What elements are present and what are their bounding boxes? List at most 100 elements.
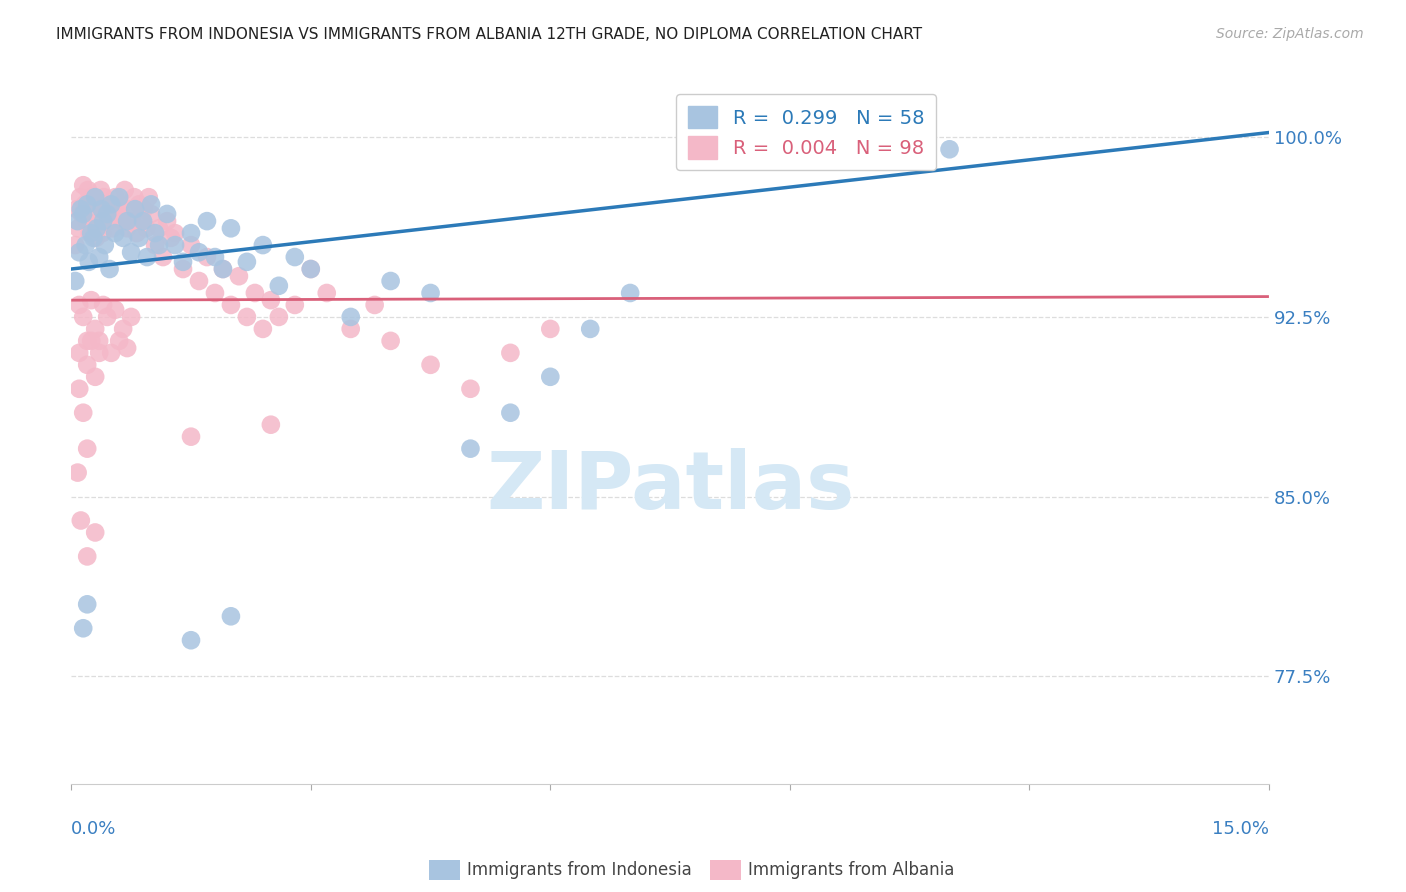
Point (143, 238, 166, 252)
Point (172, 255, 194, 269)
Point (125, 226, 148, 240)
Point (460, 382, 482, 396)
Point (267, 278, 290, 293)
Point (236, 310, 259, 324)
Point (100, 197, 122, 211)
Point (112, 322, 135, 336)
Point (84, 231, 107, 245)
Point (252, 322, 274, 336)
Point (339, 310, 361, 324)
Point (938, 142, 960, 156)
Point (67, 298, 90, 312)
Point (104, 302, 127, 317)
Point (69, 190, 91, 204)
Point (76, 549, 98, 564)
Point (163, 226, 186, 240)
Point (380, 274, 402, 288)
Point (70, 207, 93, 221)
Point (284, 250, 307, 264)
Point (111, 214, 134, 228)
Point (82, 221, 104, 235)
Point (96, 310, 118, 324)
Point (84, 190, 107, 204)
Point (188, 245, 211, 260)
Point (84, 525, 107, 540)
Point (104, 226, 127, 240)
Point (243, 285, 266, 300)
Point (260, 293, 283, 308)
Point (115, 341, 138, 355)
Point (212, 262, 235, 277)
Point (76, 197, 98, 211)
Point (120, 245, 142, 260)
Point (188, 274, 211, 288)
Point (96, 207, 118, 221)
Point (67, 221, 90, 235)
Point (152, 250, 174, 264)
Point (219, 609, 242, 624)
Point (76, 358, 98, 372)
Point (180, 430, 202, 444)
Point (115, 214, 138, 228)
Point (94, 207, 117, 221)
Point (84, 322, 107, 336)
Point (180, 238, 202, 252)
Point (67, 382, 90, 396)
Text: Immigrants from Indonesia: Immigrants from Indonesia (467, 861, 692, 879)
Point (77, 183, 100, 197)
Point (267, 310, 290, 324)
Point (148, 238, 170, 252)
Point (163, 238, 186, 252)
Point (72, 310, 94, 324)
Point (90, 202, 112, 216)
Point (86, 197, 108, 211)
Point (252, 238, 274, 252)
Point (460, 442, 482, 456)
Point (72, 406, 94, 420)
Point (160, 231, 183, 245)
Point (156, 214, 179, 228)
Point (180, 226, 202, 240)
Point (80, 334, 103, 348)
Text: IMMIGRANTS FROM INDONESIA VS IMMIGRANTS FROM ALBANIA 12TH GRADE, NO DIPLOMA CORR: IMMIGRANTS FROM INDONESIA VS IMMIGRANTS … (56, 27, 922, 42)
Point (219, 221, 242, 235)
Point (128, 231, 150, 245)
Point (100, 346, 122, 360)
Point (499, 346, 522, 360)
Point (579, 322, 602, 336)
Text: ZIPatlas: ZIPatlas (486, 448, 855, 526)
Point (236, 255, 259, 269)
Point (115, 221, 138, 235)
Text: Immigrants from Albania: Immigrants from Albania (748, 861, 955, 879)
Point (195, 250, 218, 264)
Point (77, 255, 100, 269)
Point (98, 262, 121, 277)
Point (66, 202, 89, 216)
Point (139, 207, 162, 221)
Point (419, 285, 441, 300)
Text: 15.0%: 15.0% (1212, 820, 1270, 838)
Point (138, 190, 160, 204)
Point (363, 298, 385, 312)
Point (136, 250, 159, 264)
Point (66, 214, 89, 228)
Point (124, 202, 146, 216)
Point (76, 597, 98, 611)
Point (380, 334, 402, 348)
Point (104, 190, 127, 204)
Point (538, 369, 561, 384)
Point (260, 417, 283, 432)
Point (180, 633, 202, 648)
Text: Source: ZipAtlas.com: Source: ZipAtlas.com (1216, 27, 1364, 41)
Point (148, 221, 170, 235)
Text: 0.0%: 0.0% (72, 820, 117, 838)
Point (204, 285, 226, 300)
Point (204, 250, 226, 264)
Point (79, 226, 101, 240)
Point (67, 346, 90, 360)
Point (72, 621, 94, 635)
Point (94, 238, 117, 252)
Point (76, 442, 98, 456)
Point (93, 190, 115, 204)
Point (89, 214, 111, 228)
